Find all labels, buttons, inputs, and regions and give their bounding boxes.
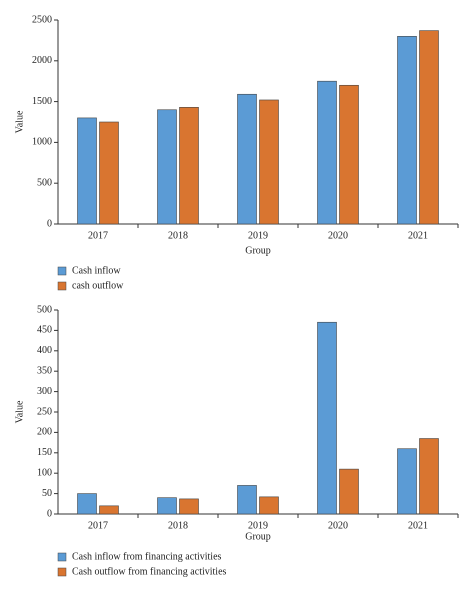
x-tick-label: 2017 [88,520,108,531]
y-tick-label: 50 [42,488,52,499]
bar [317,80,337,225]
y-tick-label: 300 [37,386,52,397]
x-tick-label: 2018 [168,230,188,241]
x-tick-label: 2021 [408,520,428,531]
y-tick-label: 0 [47,508,52,519]
bar [397,448,417,515]
x-tick-label: 2017 [88,230,108,241]
y-tick-label: 400 [37,345,52,356]
legend-label: Cash inflow from financing activities [72,551,222,562]
x-tick-label: 2021 [408,230,428,241]
bar [259,99,279,225]
x-tick-label: 2020 [328,230,348,241]
y-tick-label: 0 [47,218,52,229]
bar [397,36,417,225]
legend-swatch [57,552,67,562]
bar [77,117,97,225]
x-axis-label: Group [245,531,271,542]
legend-label: Cash inflow [72,265,121,276]
y-tick-label: 2000 [32,55,52,66]
bar [419,438,439,515]
x-tick-label: 2019 [248,230,268,241]
y-tick-label: 1500 [32,96,52,107]
x-tick-label: 2018 [168,520,188,531]
bar [77,493,97,515]
y-tick-label: 350 [37,365,52,376]
legend-swatch [57,266,67,276]
bar [237,93,257,225]
legend-swatch [57,567,67,577]
y-tick-label: 1000 [32,137,52,148]
bar [339,468,359,515]
bar [99,121,119,225]
bar [419,30,439,225]
y-axis-label: Value [14,110,25,133]
x-tick-label: 2020 [328,520,348,531]
bar [339,84,359,225]
bar [179,498,199,515]
y-tick-label: 250 [37,406,52,417]
legend-swatch [57,281,67,291]
bar [237,485,257,515]
bar [317,321,337,515]
legend-label: cash outflow [72,280,124,291]
y-tick-label: 2500 [32,14,52,25]
y-tick-label: 450 [37,325,52,336]
y-axis-label: Value [14,400,25,423]
y-tick-label: 150 [37,447,52,458]
x-axis-label: Group [245,245,271,256]
bar [179,107,199,225]
bar [157,497,177,515]
y-tick-label: 500 [37,177,52,188]
bar [157,109,177,225]
legend-label: Cash outflow from financing activities [72,566,227,577]
y-tick-label: 500 [37,304,52,315]
x-tick-label: 2019 [248,520,268,531]
bar [99,505,119,515]
y-tick-label: 100 [37,467,52,478]
bar [259,496,279,515]
y-tick-label: 200 [37,427,52,438]
